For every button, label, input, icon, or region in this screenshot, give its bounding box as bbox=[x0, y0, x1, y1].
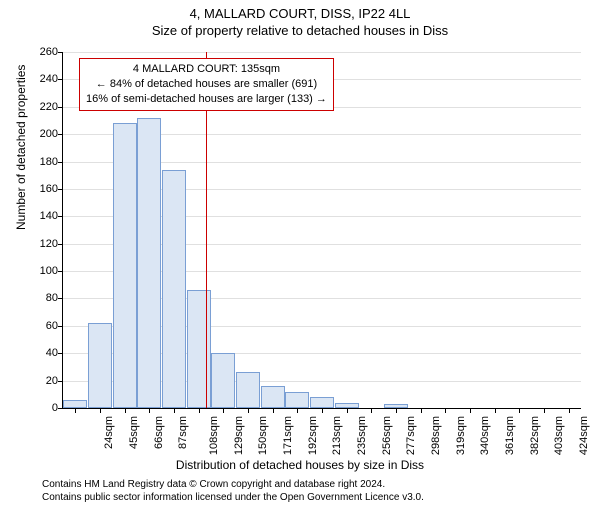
x-tick-label: 256sqm bbox=[381, 416, 393, 455]
x-tick bbox=[149, 408, 150, 413]
x-tick-label: 192sqm bbox=[307, 416, 319, 455]
x-tick-label: 24sqm bbox=[103, 416, 115, 449]
y-tick-label: 140 bbox=[40, 210, 58, 222]
bar bbox=[113, 123, 137, 408]
x-tick-label: 171sqm bbox=[282, 416, 294, 455]
y-tick bbox=[58, 107, 63, 108]
x-tick-label: 403sqm bbox=[553, 416, 565, 455]
x-tick bbox=[322, 408, 323, 413]
x-tick bbox=[75, 408, 76, 413]
y-tick bbox=[58, 408, 63, 409]
x-tick bbox=[371, 408, 372, 413]
y-tick bbox=[58, 271, 63, 272]
y-tick bbox=[58, 189, 63, 190]
y-tick bbox=[58, 52, 63, 53]
bar bbox=[310, 397, 334, 408]
x-tick-label: 298sqm bbox=[430, 416, 442, 455]
x-tick bbox=[544, 408, 545, 413]
x-tick-label: 45sqm bbox=[128, 416, 140, 449]
y-tick-label: 20 bbox=[46, 375, 58, 387]
x-tick-label: 340sqm bbox=[479, 416, 491, 455]
x-tick-label: 66sqm bbox=[153, 416, 165, 449]
x-tick bbox=[100, 408, 101, 413]
info-line-2: ← 84% of detached houses are smaller (69… bbox=[86, 77, 327, 92]
y-tick-label: 120 bbox=[40, 238, 58, 250]
info-line-3: 16% of semi-detached houses are larger (… bbox=[86, 92, 327, 107]
x-tick-label: 213sqm bbox=[331, 416, 343, 455]
footer-line-1: Contains HM Land Registry data © Crown c… bbox=[42, 478, 424, 491]
bar bbox=[285, 392, 309, 408]
bar bbox=[187, 290, 211, 408]
x-tick bbox=[396, 408, 397, 413]
x-tick bbox=[421, 408, 422, 413]
x-tick bbox=[297, 408, 298, 413]
x-tick bbox=[445, 408, 446, 413]
x-tick bbox=[470, 408, 471, 413]
bar bbox=[137, 118, 161, 408]
x-tick-label: 424sqm bbox=[578, 416, 590, 455]
x-tick-label: 382sqm bbox=[529, 416, 541, 455]
info-line-1: 4 MALLARD COURT: 135sqm bbox=[86, 62, 327, 77]
plot-area: 4 MALLARD COURT: 135sqm ← 84% of detache… bbox=[62, 52, 581, 409]
y-tick-label: 200 bbox=[40, 128, 58, 140]
y-tick-label: 60 bbox=[46, 320, 58, 332]
x-tick-label: 361sqm bbox=[504, 416, 516, 455]
y-axis-label: Number of detached properties bbox=[14, 65, 28, 230]
y-tick bbox=[58, 381, 63, 382]
page-subtitle: Size of property relative to detached ho… bbox=[0, 23, 600, 38]
y-tick bbox=[58, 162, 63, 163]
y-tick-label: 220 bbox=[40, 101, 58, 113]
x-tick bbox=[273, 408, 274, 413]
bar bbox=[162, 170, 186, 408]
y-tick-label: 40 bbox=[46, 347, 58, 359]
x-tick-label: 235sqm bbox=[356, 416, 368, 455]
bar bbox=[88, 323, 112, 408]
y-tick-label: 100 bbox=[40, 265, 58, 277]
y-tick-label: 180 bbox=[40, 156, 58, 168]
gridline bbox=[63, 52, 581, 53]
footer-attribution: Contains HM Land Registry data © Crown c… bbox=[42, 478, 424, 504]
x-tick bbox=[199, 408, 200, 413]
y-tick-label: 260 bbox=[40, 46, 58, 58]
x-axis-label: Distribution of detached houses by size … bbox=[0, 458, 600, 472]
page-title: 4, MALLARD COURT, DISS, IP22 4LL bbox=[0, 6, 600, 21]
y-tick-label: 0 bbox=[52, 402, 58, 414]
y-tick bbox=[58, 134, 63, 135]
y-tick bbox=[58, 326, 63, 327]
y-tick bbox=[58, 353, 63, 354]
x-tick bbox=[569, 408, 570, 413]
y-tick-label: 160 bbox=[40, 183, 58, 195]
bar bbox=[63, 400, 87, 408]
x-tick bbox=[495, 408, 496, 413]
x-tick bbox=[347, 408, 348, 413]
y-tick-label: 80 bbox=[46, 292, 58, 304]
x-tick bbox=[519, 408, 520, 413]
bar bbox=[236, 372, 260, 408]
x-tick bbox=[248, 408, 249, 413]
x-tick bbox=[174, 408, 175, 413]
y-tick bbox=[58, 298, 63, 299]
x-tick-label: 129sqm bbox=[233, 416, 245, 455]
y-tick bbox=[58, 79, 63, 80]
x-tick bbox=[223, 408, 224, 413]
x-tick-label: 319sqm bbox=[455, 416, 467, 455]
y-tick-label: 240 bbox=[40, 73, 58, 85]
reference-info-box: 4 MALLARD COURT: 135sqm ← 84% of detache… bbox=[79, 58, 334, 111]
x-tick-label: 108sqm bbox=[208, 416, 220, 455]
bar bbox=[261, 386, 285, 408]
chart-container: 4, MALLARD COURT, DISS, IP22 4LL Size of… bbox=[0, 6, 600, 506]
bar bbox=[211, 353, 235, 408]
x-tick-label: 87sqm bbox=[177, 416, 189, 449]
x-tick bbox=[125, 408, 126, 413]
footer-line-2: Contains public sector information licen… bbox=[42, 491, 424, 504]
y-tick bbox=[58, 244, 63, 245]
x-tick-label: 277sqm bbox=[405, 416, 417, 455]
y-tick bbox=[58, 216, 63, 217]
x-tick-label: 150sqm bbox=[257, 416, 269, 455]
